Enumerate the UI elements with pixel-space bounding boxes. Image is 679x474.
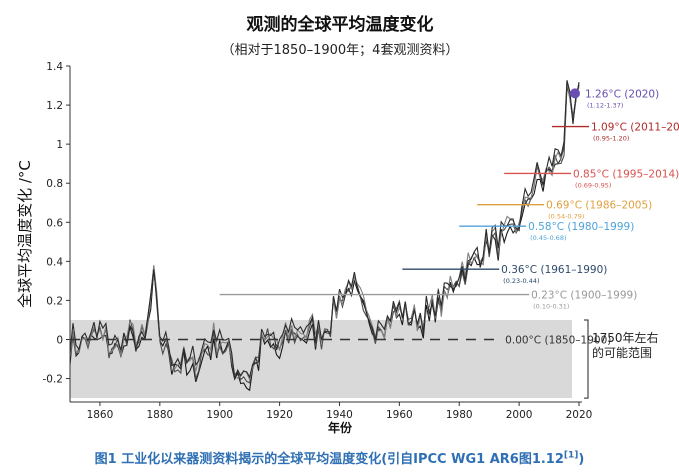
series-layer	[69, 80, 580, 392]
figure-caption: 图1 工业化以来器测资料揭示的全球平均温度变化(引自IPCC WG1 AR6图1…	[0, 448, 679, 467]
period-lines-layer	[70, 88, 590, 341]
period-label-3: 0.58°C (1980–1999)	[528, 221, 634, 233]
chart-svg: -0.2 0 0.2 0.4 0.6 0.8 1 1.2 1.4 1860 1880 1900 1920…	[16, 14, 679, 435]
period-range-5: (0.69-0.95)	[575, 181, 611, 189]
y-tick-label-5: 0.8	[46, 178, 63, 190]
period-range-7: (1.12-1.37)	[587, 101, 623, 109]
x-tick-label-8: 2020	[566, 409, 593, 421]
period-range-2: (0.23-0.44)	[503, 277, 539, 285]
period-range-3: (0.45-0.68)	[530, 234, 566, 242]
y-axis-title: 全球平均温度变化 /°C	[16, 160, 34, 308]
y-tick-label-1: 0	[56, 334, 63, 346]
caption-ref: [1]	[563, 450, 579, 461]
x-tick-label-4: 1940	[326, 409, 353, 421]
period-label-5: 0.85°C (1995–2014)	[573, 168, 679, 180]
period-label-1: 0.23°C (1900–1999)	[531, 290, 637, 302]
x-axis-title: 年份	[328, 420, 353, 435]
y-tick-label-7: 1.2	[46, 100, 63, 112]
chart-title: 观测的全球平均温度变化	[246, 14, 434, 35]
period-label-4: 0.69°C (1986–2005)	[546, 200, 652, 212]
x-tick-label-0: 1860	[87, 409, 114, 421]
x-tick-label-1: 1880	[146, 409, 173, 421]
x-tick-label-3: 1920	[266, 409, 293, 421]
y-tick-label-0: -0.2	[43, 374, 64, 386]
y-tick-label-6: 1	[56, 139, 63, 151]
period-range-1: (0.10-0.31)	[533, 303, 569, 311]
period-range-6: (0.95-1.20)	[593, 135, 629, 143]
y-tick-label-3: 0.4	[46, 256, 63, 268]
period-label-6: 1.09°C (2011–2020)	[591, 122, 679, 134]
period-label-2: 0.36°C (1961–1990)	[501, 264, 607, 276]
y-tick-label-4: 0.6	[46, 217, 63, 229]
period-label-7: 1.26°C (2020)	[585, 88, 659, 100]
caption-text: 图1 工业化以来器测资料揭示的全球平均温度变化(引自IPCC WG1 AR6图1…	[94, 452, 564, 467]
y-tick-label-2: 0.2	[46, 295, 63, 307]
x-tick-label-6: 1980	[446, 409, 473, 421]
period-range-4: (0.54-0.79)	[548, 213, 584, 221]
chart-subtitle: （相对于1850–1900年；4套观测资料）	[222, 42, 459, 58]
x-tick-label-2: 1900	[206, 409, 233, 421]
x-tick-label-5: 1960	[386, 409, 413, 421]
point-2020	[570, 88, 581, 99]
x-tick-label-7: 2000	[506, 409, 533, 421]
y-tick-label-8: 1.4	[46, 61, 63, 73]
band-bracket	[584, 319, 589, 399]
band-label-line2: 的可能范围	[592, 345, 652, 360]
period-label-0: 0.00°C (1850–1900)	[505, 334, 611, 346]
band-label-line1: 1750年左右	[592, 330, 659, 345]
caption-close: )	[578, 452, 585, 467]
axes-layer: -0.2 0 0.2 0.4 0.6 0.8 1 1.2 1.4 1860 1880 1900 1920…	[43, 61, 593, 421]
